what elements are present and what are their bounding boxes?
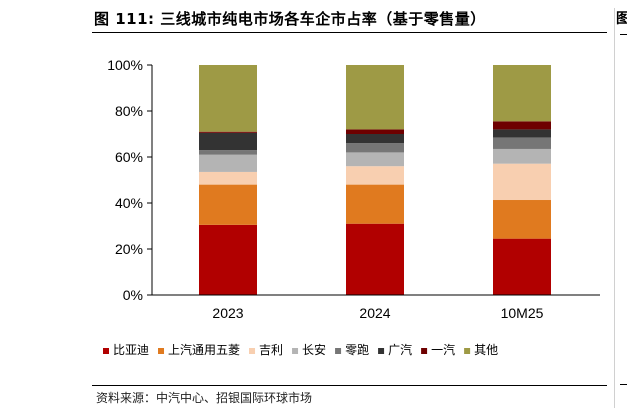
legend-item: 一汽 bbox=[421, 342, 455, 357]
bar-segment bbox=[493, 163, 551, 201]
bar-segment bbox=[493, 129, 551, 138]
bar-segment bbox=[199, 224, 257, 295]
legend-label: 广汽 bbox=[388, 342, 412, 357]
legend-label: 一汽 bbox=[431, 342, 455, 357]
legend-swatch bbox=[378, 348, 385, 354]
legend-item: 吉利 bbox=[249, 343, 283, 357]
bar-segment bbox=[346, 65, 404, 130]
y-tick-label: 0% bbox=[123, 287, 143, 303]
bar-stacks bbox=[199, 65, 551, 295]
bar-stack-2023 bbox=[199, 65, 257, 295]
y-axis: 0% 20% 40% 60% 80% 100% bbox=[107, 57, 153, 303]
bar-segment bbox=[346, 129, 404, 134]
bar-segment bbox=[199, 132, 257, 151]
bar-segment bbox=[199, 150, 257, 155]
bar-stack-10M25 bbox=[493, 65, 551, 295]
legend-label: 比亚迪 bbox=[113, 343, 149, 357]
legend-item: 比亚迪 bbox=[103, 343, 149, 357]
bar-segment bbox=[346, 134, 404, 144]
x-tick-label: 10M25 bbox=[501, 305, 544, 321]
legend-swatch bbox=[292, 348, 299, 354]
legend-item: 零跑 bbox=[335, 343, 369, 357]
bar-segment bbox=[493, 121, 551, 130]
legend-swatch bbox=[249, 348, 256, 354]
legend-label: 长安 bbox=[302, 342, 326, 357]
bar-segment bbox=[493, 238, 551, 295]
source-rule bbox=[92, 385, 607, 386]
bar-segment bbox=[346, 166, 404, 185]
bar-segment bbox=[346, 152, 404, 167]
title-rule bbox=[92, 32, 607, 33]
legend-label: 零跑 bbox=[345, 343, 369, 357]
legend-item: 其他 bbox=[464, 343, 498, 357]
bar-segment bbox=[199, 184, 257, 225]
x-axis: 2023 2024 10M25 bbox=[152, 294, 600, 321]
bar-segment bbox=[493, 137, 551, 149]
bar-segment bbox=[199, 65, 257, 132]
adjacent-panel-rule-top bbox=[620, 34, 627, 35]
legend-label: 其他 bbox=[474, 343, 498, 357]
legend: 比亚迪 上汽通用五菱 吉利 长安 零跑 广汽 一汽 其他 bbox=[103, 342, 498, 357]
y-tick-label: 40% bbox=[115, 195, 143, 211]
legend-swatch bbox=[464, 348, 471, 354]
legend-item: 长安 bbox=[292, 342, 326, 357]
bar-segment bbox=[346, 223, 404, 295]
legend-label: 吉利 bbox=[259, 343, 283, 357]
chart-title: 图 111: 三线城市纯电市场各车企市占率（基于零售量） bbox=[94, 10, 486, 28]
adjacent-panel-edge bbox=[614, 8, 627, 408]
y-tick-label: 80% bbox=[115, 103, 143, 119]
y-tick-label: 60% bbox=[115, 149, 143, 165]
legend-label: 上汽通用五菱 bbox=[168, 342, 240, 357]
bar-segment bbox=[493, 65, 551, 122]
legend-swatch bbox=[103, 348, 109, 354]
legend-swatch bbox=[421, 348, 428, 354]
adjacent-panel-rule-bottom bbox=[620, 384, 627, 385]
bar-segment bbox=[199, 154, 257, 172]
bar-segment bbox=[199, 131, 257, 133]
y-tick-label: 100% bbox=[107, 57, 143, 73]
bar-segment bbox=[346, 184, 404, 224]
y-tick-label: 20% bbox=[115, 241, 143, 257]
bar-segment bbox=[346, 143, 404, 153]
bar-stack-2024 bbox=[346, 65, 404, 295]
legend-item: 广汽 bbox=[378, 342, 412, 357]
x-tick-label: 2024 bbox=[359, 305, 390, 321]
legend-swatch bbox=[158, 348, 165, 354]
adjacent-panel-title-glyph: 图 bbox=[616, 11, 627, 27]
legend-item: 上汽通用五菱 bbox=[158, 342, 240, 357]
source-note: 资料来源：中汽中心、招银国际环球市场 bbox=[96, 391, 313, 405]
x-tick-label: 2023 bbox=[212, 305, 243, 321]
legend-swatch bbox=[335, 348, 342, 354]
bar-segment bbox=[493, 148, 551, 164]
bar-segment bbox=[199, 171, 257, 185]
bar-segment bbox=[493, 200, 551, 239]
